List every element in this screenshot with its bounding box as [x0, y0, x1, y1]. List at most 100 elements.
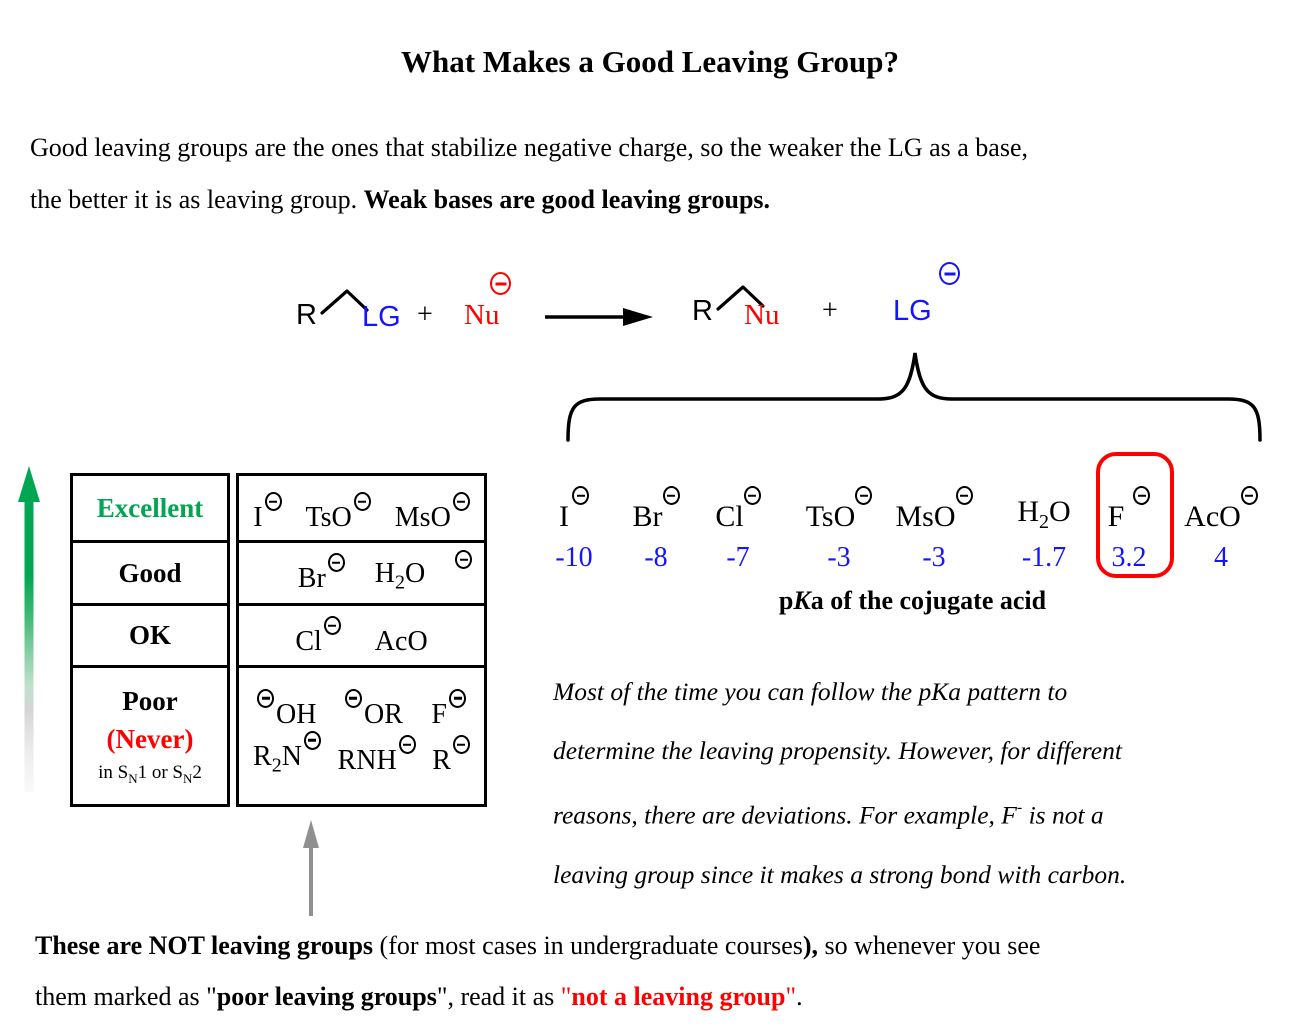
species-chloride: Cl [295, 616, 341, 656]
minus-charge-icon [452, 735, 470, 755]
good-species-cell: Br H2O [239, 540, 484, 603]
minus-charge-icon [855, 486, 873, 505]
note-line1: Most of the time you can follow the pKa … [553, 677, 1068, 706]
species-acetate: AcO 4 [1175, 468, 1267, 574]
species-fluoride: F 3.2 [1083, 468, 1175, 574]
minus-charge-icon [452, 492, 470, 511]
species-bromide: Br [298, 553, 345, 593]
page-title: What Makes a Good Leaving Group? [400, 44, 900, 79]
pka-pattern-note: Most of the time you can follow the pKa … [553, 662, 1273, 904]
leaving-group-table: Excellent Good OK Poor (Never) in SN1 or… [70, 473, 487, 807]
species-carbanion: R [432, 735, 470, 775]
minus-charge-icon [490, 272, 511, 295]
curly-brace [566, 352, 1262, 442]
pka-value: 3.2 [1111, 542, 1147, 573]
intro-line1: Good leaving groups are the ones that st… [30, 133, 1028, 162]
species-label: F [1107, 500, 1125, 533]
minus-charge-icon [939, 262, 960, 285]
pka-value: -1.7 [1021, 542, 1067, 573]
species-acetate: AcO [374, 626, 428, 657]
pka-value: -10 [555, 542, 593, 573]
plus-sign-right: + [822, 295, 838, 326]
footer-paragraph: These are NOT leaving groups (for most c… [35, 931, 1041, 1011]
note-line3: reasons, there are deviations. For examp… [553, 799, 1104, 830]
species-mesylate: MsO -3 [888, 468, 980, 574]
plus-sign-left: + [417, 299, 433, 330]
fluoride-highlight-box [1096, 452, 1174, 578]
species-alkoxide: OR [344, 688, 403, 729]
species-label: TsO [805, 500, 856, 533]
product-r-label: R [692, 295, 713, 327]
nucleophile-label: Nu [464, 299, 500, 331]
minus-charge-icon [344, 688, 362, 708]
species-tosylate: TsO [306, 492, 371, 532]
reaction-arrow-icon [545, 308, 653, 326]
product-nu-label: Nu [744, 299, 780, 331]
minus-charge-icon [955, 486, 973, 505]
pointer-up-arrow-icon [303, 820, 319, 916]
minus-charge-icon [449, 688, 466, 708]
minus-charge-icon [323, 616, 341, 635]
species-label: Cl [715, 500, 744, 533]
row-label-never: (Never) [106, 723, 194, 754]
minus-charge-icon [662, 486, 680, 505]
intro-paragraph: Good leaving groups are the ones that st… [30, 122, 1270, 226]
pka-value: -3 [827, 542, 851, 573]
intro-line2-bold: Weak bases are good leaving groups. [363, 185, 771, 214]
footer-bold1: These are NOT leaving groups [35, 931, 374, 960]
footer-red-phrase: not a leaving group [571, 982, 786, 1011]
minus-charge-icon [303, 730, 321, 750]
species-iodide: I -10 [528, 468, 620, 574]
row-label-good: Good [118, 557, 182, 588]
minus-charge-icon [257, 688, 274, 708]
row-label-poor: Poor [122, 685, 178, 716]
pka-value: -8 [644, 542, 668, 573]
species-label: AcO [1184, 500, 1241, 533]
ok-species-cell: Cl AcO [239, 603, 484, 665]
table-label-column: Excellent Good OK Poor (Never) in SN1 or… [70, 473, 230, 807]
minus-charge-icon [455, 550, 472, 569]
product-lg-label: LG [893, 295, 932, 327]
pka-value: 4 [1214, 542, 1228, 573]
species-iodide: I [253, 492, 282, 532]
species-fluoride: F [431, 688, 466, 729]
row-label-excellent: Excellent [96, 492, 204, 523]
pka-value: -3 [922, 542, 946, 573]
quality-gradient-arrow-icon [18, 466, 40, 792]
species-label: Br [632, 500, 663, 533]
minus-charge-icon [743, 486, 761, 505]
excellent-species-cell: I TsO MsO [239, 476, 484, 540]
reactant-lg-label: LG [362, 301, 401, 333]
minus-charge-icon [264, 492, 282, 511]
species-chloride: Cl -7 [692, 468, 784, 574]
minus-charge-icon [327, 553, 345, 572]
minus-charge-icon [398, 735, 416, 755]
footer-bold-poor: poor leaving groups [216, 982, 437, 1011]
bond-reactant [320, 289, 369, 315]
species-hydroxide: OH [257, 688, 316, 729]
species-amide-r2n: R2N [253, 730, 321, 775]
minus-charge-icon [1133, 486, 1151, 505]
pka-value: -7 [726, 542, 750, 573]
intro-line2: the better it is as leaving group. [30, 185, 364, 214]
minus-charge-icon [572, 486, 589, 505]
minus-charge-icon [1240, 486, 1258, 505]
bond-product [716, 285, 765, 311]
table-species-column: I TsO MsO Br H2O Cl AcO OH OR F R2 [236, 473, 487, 807]
poor-species-cell: OH OR F R2N RNH R [239, 665, 484, 804]
species-label: MsO [895, 500, 956, 533]
species-tosylate: TsO -3 [793, 468, 885, 574]
species-label: H2O [1017, 495, 1071, 533]
row-note-sn1-sn2: in SN1 or SN2 [98, 761, 202, 786]
species-mesylate: MsO [395, 492, 470, 532]
species-bromide: Br -8 [610, 468, 702, 574]
note-line2: determine the leaving propensity. Howeve… [553, 736, 1122, 765]
note-line4: leaving group since it makes a strong bo… [553, 859, 1127, 889]
pka-caption: pKa of the cojugate acid [778, 586, 1047, 615]
species-amide-rnh: RNH [338, 735, 416, 775]
reactant-r-label: R [296, 299, 317, 331]
species-label: I [559, 500, 569, 533]
row-label-ok: OK [128, 620, 171, 650]
minus-charge-icon [353, 492, 371, 511]
